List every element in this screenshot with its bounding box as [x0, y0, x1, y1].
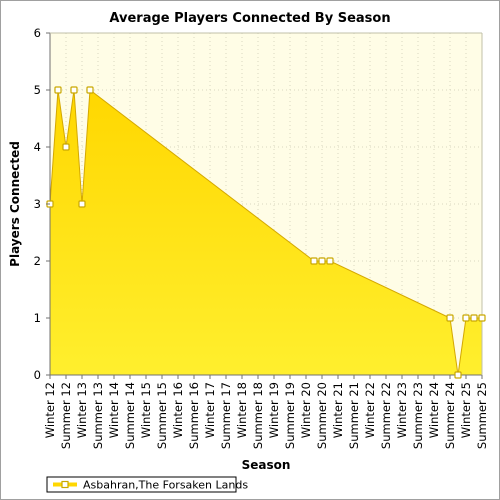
- x-tick-label: Summer 18: [251, 382, 265, 449]
- y-tick-label: 6: [34, 26, 41, 40]
- x-tick-label: Summer 15: [155, 382, 169, 449]
- x-tick-label: Summer 20: [315, 382, 329, 449]
- x-axis-label: Season: [242, 458, 291, 472]
- x-tick-label: Summer 13: [91, 382, 105, 449]
- x-tick-label: Winter 14: [107, 382, 121, 438]
- x-tick-label: Winter 22: [363, 382, 377, 438]
- x-tick-label: Summer 24: [443, 382, 457, 449]
- data-point-marker: [470, 314, 478, 322]
- x-tick-label: Winter 24: [427, 382, 441, 438]
- x-tick-label: Winter 19: [267, 382, 281, 438]
- data-point-marker: [62, 143, 70, 151]
- legend: Asbahran,The Forsaken Lands: [46, 476, 248, 493]
- data-point-marker: [86, 86, 94, 94]
- data-point-marker: [54, 86, 62, 94]
- data-point-marker: [318, 257, 326, 265]
- y-axis-label: Players Connected: [8, 141, 22, 267]
- y-tick-label: 3: [34, 197, 41, 211]
- x-tick-label: Summer 22: [379, 382, 393, 449]
- area-layer: [49, 89, 482, 376]
- x-tick-label: Summer 19: [283, 382, 297, 449]
- data-point-marker: [70, 86, 78, 94]
- x-tick-label: Winter 16: [171, 382, 185, 438]
- chart-title: Average Players Connected By Season: [109, 11, 390, 26]
- series-area: [50, 90, 482, 375]
- y-tick-label: 0: [34, 368, 41, 382]
- y-tick-label: 1: [34, 311, 41, 325]
- x-tick-label: Summer 21: [347, 382, 361, 449]
- y-tick-label: 2: [34, 254, 41, 268]
- x-tick-label: Winter 12: [43, 382, 57, 438]
- data-point-marker: [446, 314, 454, 322]
- x-tick-label: Winter 20: [299, 382, 313, 438]
- x-tick-label: Summer 12: [59, 382, 73, 449]
- x-tick-label: Winter 13: [75, 382, 89, 438]
- legend-swatch-marker: [61, 480, 69, 489]
- x-tick-label: Winter 21: [331, 382, 345, 438]
- x-tick-label: Summer 14: [123, 382, 137, 449]
- x-tick-label: Winter 17: [203, 382, 217, 438]
- data-point-marker: [478, 314, 486, 322]
- data-point-marker: [326, 257, 334, 265]
- x-tick-labels: Winter 12 Summer 12 Winter 13 Summer 13 Wint…: [43, 375, 489, 449]
- x-tick-label: Winter 18: [235, 382, 249, 438]
- x-tick-label: Summer 16: [187, 382, 201, 449]
- data-point-marker: [78, 200, 86, 208]
- data-point-marker: [310, 257, 318, 265]
- x-tick-label: Winter 15: [139, 382, 153, 438]
- x-tick-label: Winter 25: [459, 382, 473, 438]
- legend-series-name: Asbahran,The Forsaken Lands: [83, 479, 248, 492]
- x-tick-label: Summer 17: [219, 382, 233, 449]
- data-point-marker: [462, 314, 470, 322]
- y-tick-label: 5: [34, 83, 41, 97]
- x-tick-label: Summer 23: [411, 382, 425, 449]
- x-tick-label: Summer 25: [475, 382, 489, 449]
- series-line: [49, 89, 482, 376]
- y-tick-labels: 0 1 2 3 4 5 6: [34, 26, 50, 382]
- data-point-marker: [454, 371, 462, 379]
- legend-box: [46, 476, 237, 493]
- marker-layer: [46, 86, 486, 379]
- y-tick-label: 4: [34, 140, 41, 154]
- x-tick-label: Winter 23: [395, 382, 409, 438]
